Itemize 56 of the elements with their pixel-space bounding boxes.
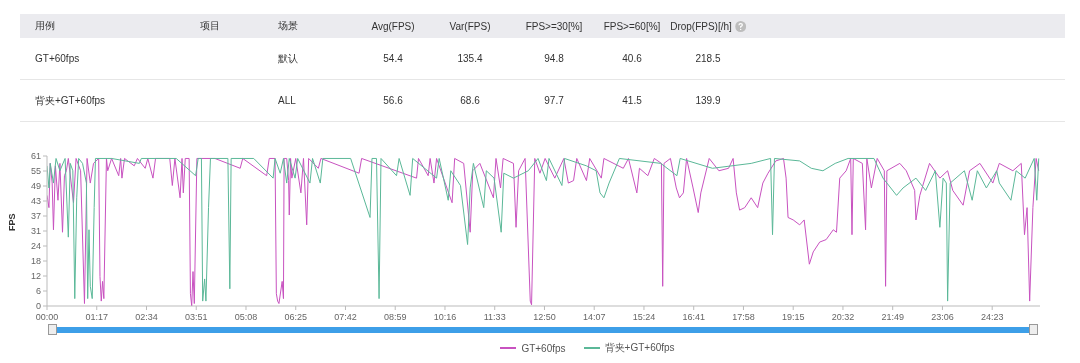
text: Drop(FPS)[/h] xyxy=(670,19,733,34)
y-tick-label: 12 xyxy=(30,271,41,281)
text: 94.8 xyxy=(544,52,564,66)
x-tick-label: 20:32 xyxy=(831,312,855,323)
text: 40.6 xyxy=(622,52,642,66)
x-tick-label: 07:42 xyxy=(334,312,357,323)
y-axis-title: FPS xyxy=(7,213,18,231)
legend-label: GT+60fps xyxy=(521,342,566,354)
text: FPS>=60[%] xyxy=(603,19,661,34)
x-tick-label: 06:25 xyxy=(284,312,307,323)
y-tick-label: 55 xyxy=(30,166,41,176)
y-tick-label: 49 xyxy=(30,181,41,191)
x-tick-label: 03:51 xyxy=(184,312,208,323)
y-tick-label: 24 xyxy=(30,241,41,251)
text: Var(FPS) xyxy=(449,19,491,34)
text: 41.5 xyxy=(622,94,642,108)
x-tick-label: 05:08 xyxy=(234,312,258,323)
x-tick-label: 23:06 xyxy=(931,312,954,323)
text: ALL xyxy=(278,94,296,108)
x-tick-label: 14:07 xyxy=(582,312,606,323)
x-tick-label: 10:16 xyxy=(433,312,457,323)
text: FPS>=30[%] xyxy=(525,19,583,34)
text: 139.9 xyxy=(695,94,721,108)
text: 背夹+GT+60fps xyxy=(35,93,106,108)
x-tick-label: 08:59 xyxy=(383,312,407,323)
x-tick-label: 17:58 xyxy=(732,312,755,323)
text: 用例 xyxy=(35,19,55,33)
text: 68.6 xyxy=(460,94,480,108)
x-tick-label: 15:24 xyxy=(632,312,656,323)
x-tick-label: 12:50 xyxy=(533,312,556,323)
y-tick-label: 37 xyxy=(30,211,41,221)
x-tick-label: 16:41 xyxy=(682,312,705,323)
x-tick-label: 00:00 xyxy=(35,312,59,323)
text: 56.6 xyxy=(383,94,403,108)
text: 默认 xyxy=(278,51,298,66)
text: 218.5 xyxy=(695,52,721,66)
y-tick-label: 31 xyxy=(30,226,41,236)
x-tick-label: 21:49 xyxy=(881,312,904,323)
x-tick-label: 11:33 xyxy=(483,312,506,323)
x-tick-label: 19:15 xyxy=(781,312,805,323)
text: 场景 xyxy=(278,19,298,33)
x-tick-label: 01:17 xyxy=(85,312,109,323)
x-tick-label: 24:23 xyxy=(980,312,1004,323)
text: Avg(FPS) xyxy=(371,19,415,34)
y-tick-label: 43 xyxy=(30,196,41,206)
y-tick-label: 6 xyxy=(35,286,41,296)
text: 54.4 xyxy=(383,52,403,66)
y-tick-label: 0 xyxy=(35,301,41,311)
x-tick-label: 02:34 xyxy=(135,312,158,323)
text: 97.7 xyxy=(544,94,564,108)
text: 135.4 xyxy=(457,52,483,66)
y-tick-label: 18 xyxy=(30,256,41,266)
text: 项目 xyxy=(200,19,220,33)
legend-label: 背夹+GT+60fps xyxy=(604,341,675,355)
text: GT+60fps xyxy=(35,52,80,66)
y-tick-label: 61 xyxy=(30,151,41,161)
